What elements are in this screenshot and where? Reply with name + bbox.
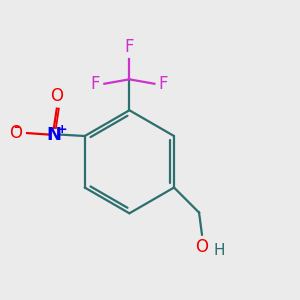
Text: F: F: [124, 38, 134, 56]
Text: +: +: [57, 123, 68, 136]
Text: O: O: [196, 238, 208, 256]
Text: O: O: [9, 124, 22, 142]
Text: O: O: [50, 87, 63, 105]
Text: -: -: [14, 120, 19, 134]
Text: F: F: [90, 75, 100, 93]
Text: F: F: [159, 75, 168, 93]
Text: H: H: [213, 243, 225, 258]
Text: N: N: [46, 125, 61, 143]
